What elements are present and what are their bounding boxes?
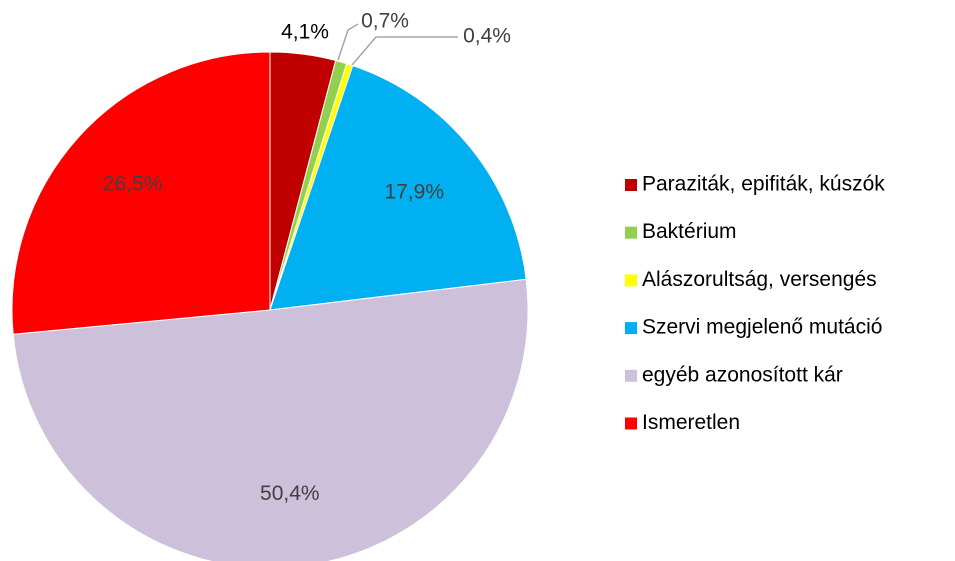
data-label: 0,4% [463,25,511,48]
pie-slice [269,65,527,311]
legend-swatch [625,274,637,287]
legend-swatch [625,322,637,335]
legend-swatch [625,417,637,430]
data-label: 50,4% [260,482,320,505]
data-label: 26,5% [103,173,163,196]
leader-line [337,23,359,61]
legend-label: Baktérium [642,220,737,243]
pie-slice [11,51,271,335]
legend-swatch [625,226,637,239]
data-label: 0,7% [361,10,409,33]
pie-slice [12,278,529,561]
legend-swatch [625,369,637,382]
legend-label: Alászorultság, versengés [642,268,877,291]
legend-label: Paraziták, epifiták, kúszók [642,173,885,196]
legend-label: Szervi megjelenő mutáció [642,316,882,339]
legend-label: egyéb azonosított kár [642,363,843,386]
legend-swatch [625,179,637,191]
legend-label: Ismeretlen [642,411,740,434]
data-label: 4,1% [281,21,329,44]
leader-line [351,36,458,66]
data-label: 17,9% [384,180,444,203]
